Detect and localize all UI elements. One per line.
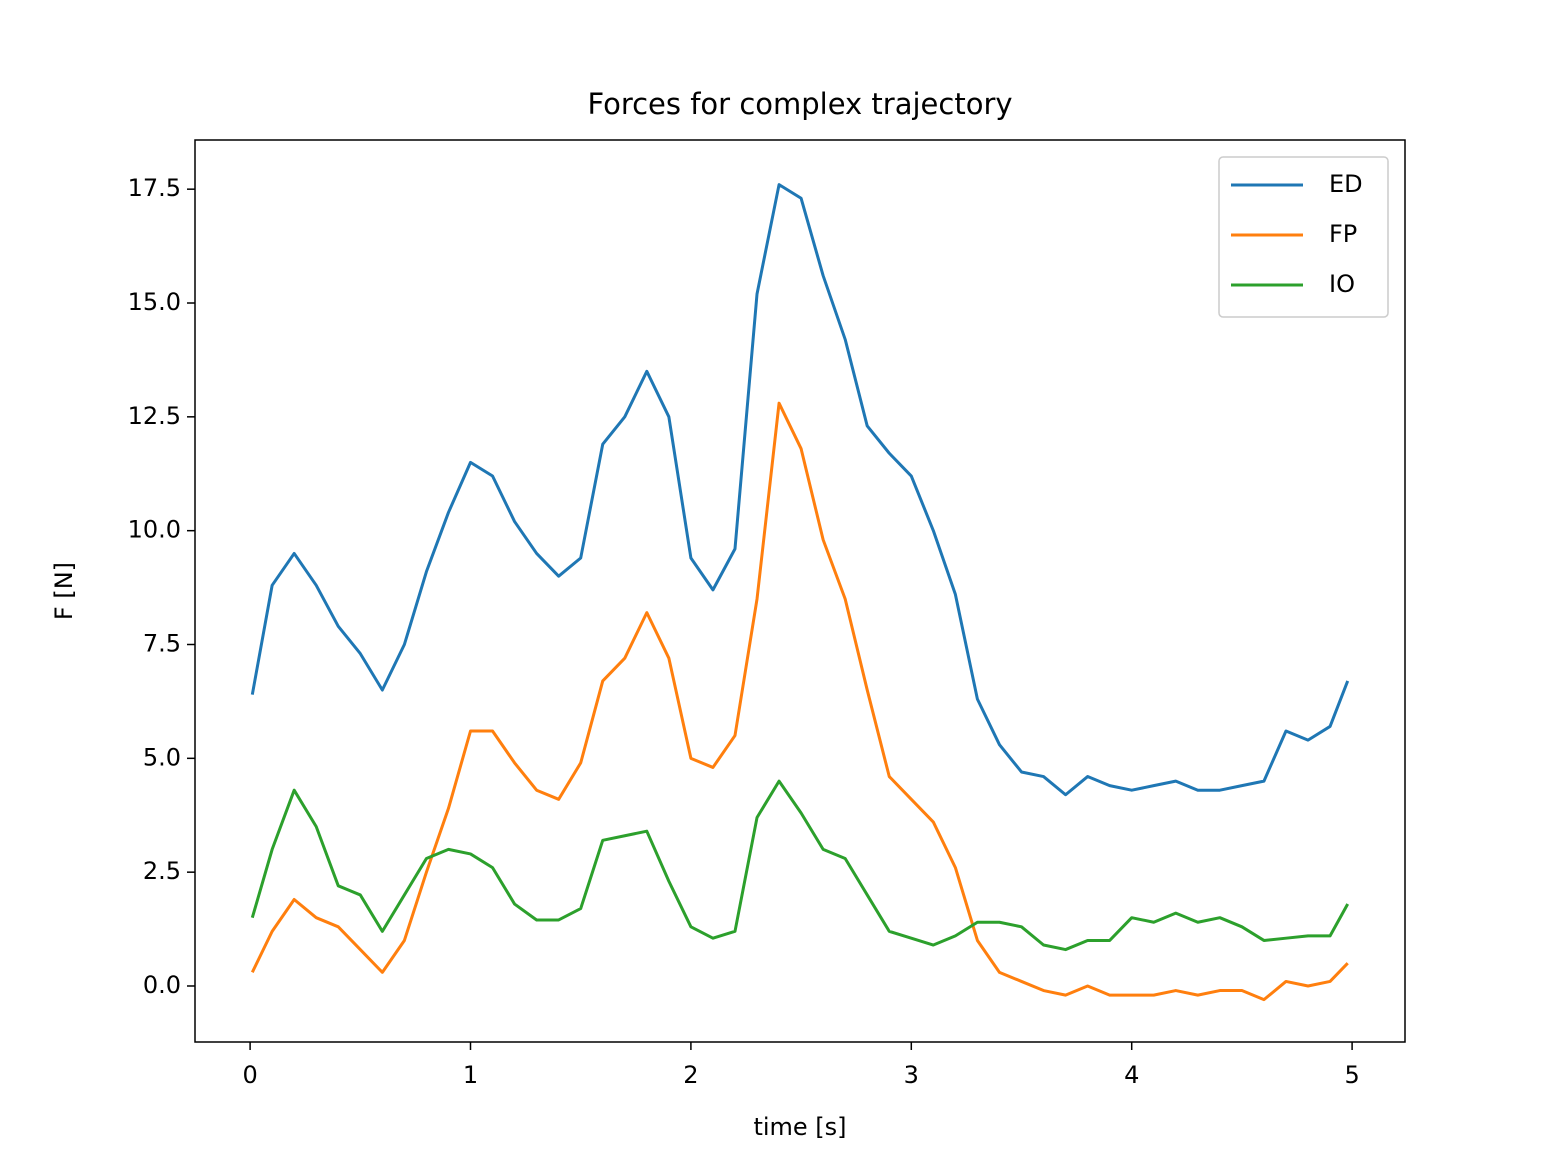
y-tick-label: 5.0 <box>143 743 181 771</box>
legend-label: IO <box>1329 270 1355 298</box>
x-tick-label: 5 <box>1344 1061 1359 1089</box>
legend-label: FP <box>1329 220 1357 248</box>
plot-frame <box>194 139 1406 1043</box>
chart-title: Forces for complex trajectory <box>587 87 1012 121</box>
y-tick-label: 17.5 <box>128 174 181 202</box>
x-axis-label: time [s] <box>753 1113 846 1141</box>
legend-label: ED <box>1329 170 1363 198</box>
y-tick-label: 2.5 <box>143 857 181 885</box>
x-tick-label: 4 <box>1124 1061 1139 1089</box>
y-tick-label: 12.5 <box>128 402 181 430</box>
x-tick-label: 0 <box>242 1061 257 1089</box>
x-tick-label: 3 <box>904 1061 919 1089</box>
y-tick-label: 15.0 <box>128 288 181 316</box>
y-tick-label: 10.0 <box>128 516 181 544</box>
data-line <box>250 401 1349 1002</box>
x-tick-label: 1 <box>463 1061 478 1089</box>
y-tick-label: 7.5 <box>143 630 181 658</box>
x-tick-label: 2 <box>683 1061 698 1089</box>
y-tick-label: 0.0 <box>143 971 181 999</box>
data-line <box>250 779 1350 952</box>
y-axis-label: F [N] <box>50 562 78 620</box>
data-line <box>250 183 1350 797</box>
legend-box <box>1218 156 1389 318</box>
